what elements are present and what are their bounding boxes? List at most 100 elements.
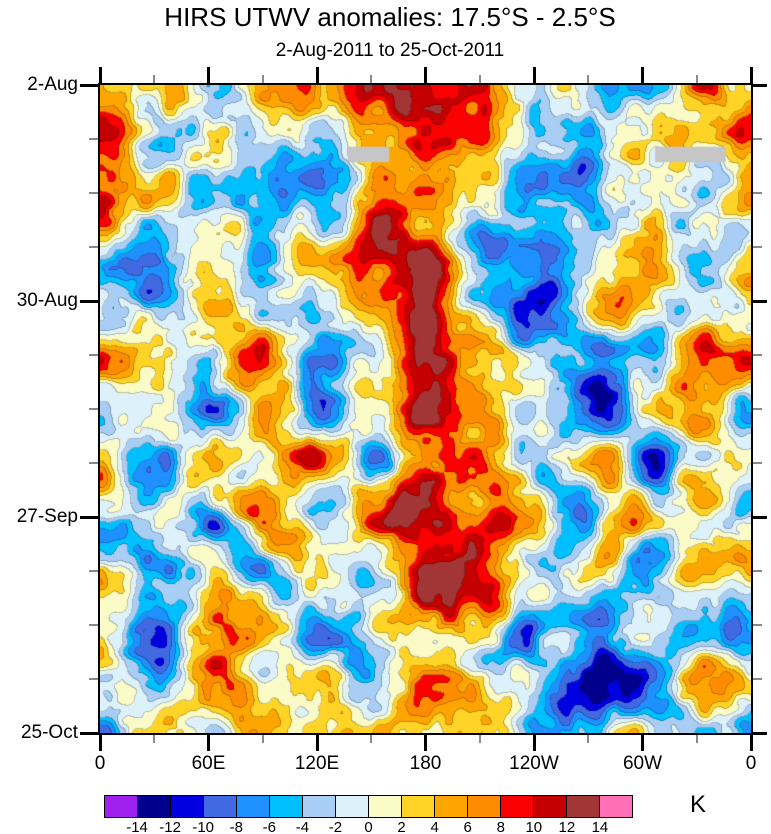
y-minor-tick-right xyxy=(753,462,762,464)
x-tick-label: 0 xyxy=(94,753,106,774)
y-major-tick xyxy=(80,731,98,735)
x-major-tick xyxy=(315,735,319,751)
y-minor-tick xyxy=(89,408,98,410)
x-major-tick xyxy=(641,735,644,751)
colorbar-segment xyxy=(137,795,171,818)
y-major-tick xyxy=(80,83,98,87)
colorbar-segment xyxy=(170,795,204,818)
x-minor-tick xyxy=(478,735,481,743)
y-minor-tick xyxy=(89,462,98,464)
y-major-tick xyxy=(80,515,98,519)
colorbar-tick-label: 12 xyxy=(558,819,576,834)
y-major-tick-right xyxy=(753,299,767,303)
colorbar-segment xyxy=(236,795,270,818)
x-minor-tick-top xyxy=(370,75,373,83)
chart-title: HIRS UTWV anomalies: 17.5°S - 2.5°S xyxy=(164,2,616,32)
y-minor-tick-right xyxy=(753,408,762,410)
colorbar-tick-label: 14 xyxy=(591,819,609,834)
y-major-tick-right xyxy=(753,731,767,735)
colorbar-tick-label: -2 xyxy=(328,819,343,834)
colorbar-tick-label: -4 xyxy=(295,819,310,834)
y-tick-label: 25-Oct xyxy=(20,722,78,743)
y-tick-label: 30-Aug xyxy=(16,290,78,311)
y-minor-tick-right xyxy=(753,246,762,248)
y-minor-tick xyxy=(89,354,98,356)
contour-field-canvas xyxy=(100,85,751,733)
x-minor-tick-top xyxy=(587,75,590,83)
x-minor-tick xyxy=(261,735,264,743)
y-tick-label: 2-Aug xyxy=(27,74,78,95)
colorbar-tick-label: -6 xyxy=(262,819,276,834)
x-major-tick-top xyxy=(98,67,102,83)
x-minor-tick xyxy=(153,735,156,743)
x-minor-tick-top xyxy=(261,75,264,83)
plot-frame xyxy=(98,83,753,735)
colorbar-segment xyxy=(467,795,501,818)
colorbar-segment xyxy=(104,795,138,818)
y-minor-tick xyxy=(89,570,98,572)
y-major-tick xyxy=(80,299,98,303)
colorbar-tick-label: -8 xyxy=(229,819,243,834)
colorbar-tick-label: -10 xyxy=(192,819,215,834)
x-tick-label: 120W xyxy=(509,753,559,774)
y-minor-tick-right xyxy=(753,624,762,626)
x-major-tick-top xyxy=(532,67,536,83)
x-major-tick-top xyxy=(749,67,753,83)
x-major-tick-top xyxy=(315,67,319,83)
colorbar-tick-label: 10 xyxy=(525,819,543,834)
x-major-tick-top xyxy=(641,67,644,83)
x-tick-label: 120E xyxy=(294,753,340,774)
y-minor-tick-right xyxy=(753,138,762,140)
colorbar-tick-label: 8 xyxy=(496,819,505,834)
y-minor-tick-right xyxy=(753,192,762,194)
colorbar-tick-label: 4 xyxy=(430,819,439,834)
y-minor-tick-right xyxy=(753,678,762,680)
y-minor-tick xyxy=(89,192,98,194)
colorbar-segment xyxy=(401,795,435,818)
colorbar-segment xyxy=(566,795,600,818)
x-minor-tick xyxy=(370,735,373,743)
colorbar-units-label: K xyxy=(689,791,706,818)
y-minor-tick xyxy=(89,678,98,680)
chart-subtitle: 2-Aug-2011 to 25-Oct-2011 xyxy=(275,40,505,61)
x-tick-label: 180 xyxy=(409,753,442,774)
x-major-tick xyxy=(207,735,210,751)
y-major-tick-right xyxy=(753,83,767,87)
colorbar-segment xyxy=(368,795,402,818)
y-minor-tick xyxy=(89,138,98,140)
colorbar-tick-label: 6 xyxy=(463,819,472,834)
colorbar-segment xyxy=(599,795,633,818)
x-major-tick xyxy=(749,735,753,751)
colorbar-segment xyxy=(500,795,534,818)
x-major-tick xyxy=(532,735,536,751)
x-minor-tick-top xyxy=(695,75,698,83)
colorbar-tick-label: -14 xyxy=(126,819,148,834)
x-major-tick-top xyxy=(424,67,427,83)
y-minor-tick-right xyxy=(753,354,762,356)
colorbar-tick-label: 2 xyxy=(397,819,406,834)
colorbar-segment xyxy=(302,795,336,818)
colorbar-segment xyxy=(203,795,237,818)
x-major-tick xyxy=(98,735,102,751)
x-minor-tick xyxy=(587,735,590,743)
colorbar-tick-label: -12 xyxy=(159,819,181,834)
y-tick-label: 27-Sep xyxy=(16,506,78,527)
x-minor-tick xyxy=(695,735,698,743)
y-minor-tick xyxy=(89,246,98,248)
x-tick-label: 60W xyxy=(622,753,663,774)
x-major-tick xyxy=(424,735,427,751)
colorbar-segment xyxy=(335,795,369,818)
colorbar xyxy=(104,795,633,818)
colorbar-tick-label: 0 xyxy=(364,819,373,834)
x-tick-label: 0 xyxy=(745,753,757,774)
x-major-tick-top xyxy=(207,67,210,83)
y-minor-tick-right xyxy=(753,570,762,572)
colorbar-segment xyxy=(434,795,468,818)
y-minor-tick xyxy=(89,624,98,626)
colorbar-segment xyxy=(533,795,567,818)
x-minor-tick-top xyxy=(153,75,156,83)
x-minor-tick-top xyxy=(478,75,481,83)
y-major-tick-right xyxy=(753,515,767,519)
colorbar-segment xyxy=(269,795,303,818)
